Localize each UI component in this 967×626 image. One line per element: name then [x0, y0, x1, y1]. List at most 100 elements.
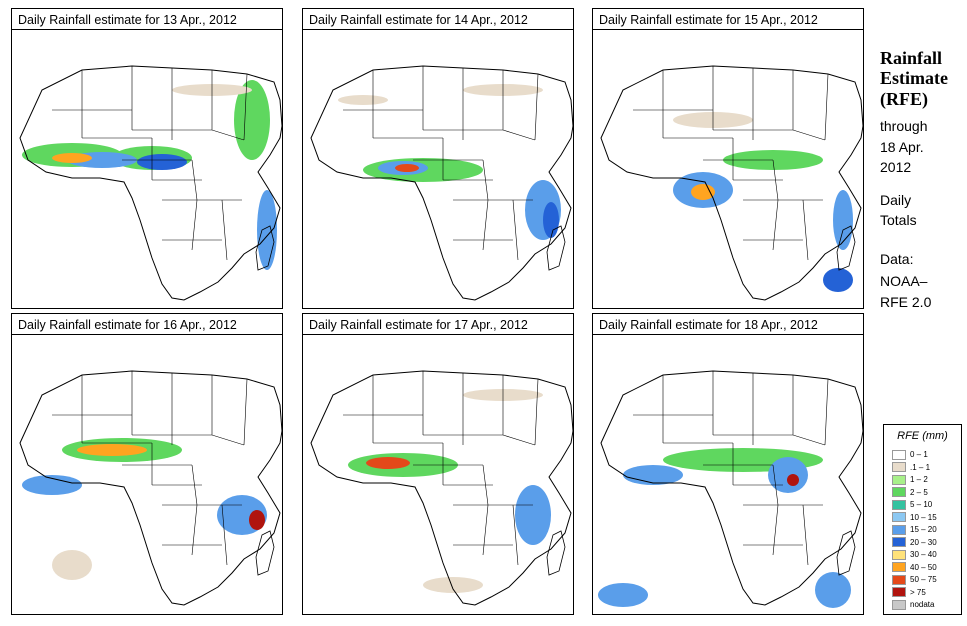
rainfall-area [257, 190, 277, 270]
panel-title: Daily Rainfall estimate for 14 Apr., 201… [302, 8, 574, 30]
country-borders [633, 66, 829, 261]
rainfall-area [249, 510, 265, 530]
legend-swatch [892, 487, 906, 497]
legend-swatch [892, 549, 906, 560]
panel-title: Daily Rainfall estimate for 16 Apr., 201… [11, 313, 283, 335]
rainfall-area [543, 202, 559, 238]
legend-row: 2 – 5 [892, 487, 928, 498]
rainfall-map [592, 29, 864, 309]
africa-map-graphic [600, 65, 863, 301]
legend-label: 30 – 40 [910, 550, 937, 559]
africa-coastline [19, 65, 282, 301]
legend-row: .1 – 1 [892, 462, 930, 473]
africa-coastline [600, 370, 863, 606]
africa-map-graphic [310, 370, 573, 606]
africa-coastline [600, 65, 863, 301]
rainfall-map [592, 334, 864, 615]
africa-map-graphic [310, 65, 573, 301]
africa-map-graphic [598, 370, 863, 608]
legend-row: 0 – 1 [892, 449, 928, 460]
legend-swatch [892, 499, 906, 510]
panel-title: Daily Rainfall estimate for 18 Apr., 201… [592, 313, 864, 335]
legend-swatch [892, 537, 906, 547]
rainfall-area [22, 475, 82, 495]
legend-label: 40 – 50 [910, 562, 937, 572]
legend-row: nodata [892, 599, 934, 610]
rainfall-map [11, 334, 283, 615]
legend-label: 2 – 5 [910, 487, 928, 497]
legend-label: nodata [910, 600, 935, 609]
legend-swatch [892, 474, 906, 485]
legend-title: RFE (mm) [897, 430, 948, 442]
legend-swatch [892, 562, 906, 572]
country-borders [343, 371, 539, 566]
legend-swatch [892, 449, 906, 460]
rainfall-area [815, 572, 851, 608]
rainfall-map [11, 29, 283, 309]
legend-swatch [892, 599, 906, 610]
rainfall-area [823, 268, 853, 292]
legend-label: 15 – 20 [910, 525, 937, 534]
country-borders [52, 371, 248, 566]
rainfall-area [366, 457, 410, 469]
rainfall-area [52, 153, 92, 163]
legend-label: 5 – 10 [910, 500, 933, 509]
legend-row: 5 – 10 [892, 499, 932, 510]
side-title-line2: Estimate [880, 68, 948, 88]
madagascar-outline [546, 530, 566, 576]
legend-label: > 75 [910, 587, 926, 597]
legend-swatch [892, 587, 906, 597]
legend-row: 40 – 50 [892, 562, 937, 573]
rfe-legend: RFE (mm) 0 – 1 .1 – 1 1 – 2 2 – 5 5 – 10 10 –… [883, 424, 962, 615]
legend-swatch [892, 462, 906, 472]
totals-label: Totals [880, 212, 917, 228]
daily-label: Daily [880, 192, 912, 208]
legend-swatch [892, 512, 906, 522]
rainfall-area [52, 550, 92, 580]
rainfall-area [691, 184, 715, 200]
rainfall-area [768, 457, 808, 493]
rainfall-area [395, 164, 419, 172]
legend-label: 20 – 30 [910, 537, 937, 547]
panel-title: Daily Rainfall estimate for 15 Apr., 201… [592, 8, 864, 30]
rainfall-area [515, 485, 551, 545]
country-borders [633, 371, 829, 566]
end-date-line2: 2012 [880, 159, 912, 175]
through-label: through [880, 118, 928, 134]
end-date-line1: 18 Apr. [880, 139, 924, 155]
legend-label: 10 – 15 [910, 512, 937, 522]
panel-title: Daily Rainfall estimate for 13 Apr., 201… [11, 8, 283, 30]
africa-coastline [310, 65, 573, 301]
legend-row: > 75 [892, 587, 926, 598]
madagascar-outline [836, 530, 856, 576]
country-borders [343, 66, 539, 261]
legend-label: 0 – 1 [910, 450, 928, 459]
rainfall-map [302, 334, 574, 615]
rainfall-area [338, 95, 388, 105]
legend-row: 50 – 75 [892, 574, 937, 585]
madagascar-outline [255, 225, 275, 271]
legend-row: 30 – 40 [892, 549, 937, 560]
legend-row: 10 – 15 [892, 512, 937, 523]
legend-label: 1 – 2 [910, 475, 928, 484]
legend-row: 20 – 30 [892, 537, 937, 548]
madagascar-outline [255, 530, 275, 576]
africa-map-graphic [19, 65, 282, 301]
legend-label: .1 – 1 [910, 462, 931, 472]
rainfall-area [787, 474, 799, 486]
rainfall-map [302, 29, 574, 309]
rainfall-area [623, 465, 683, 485]
legend-row: 15 – 20 [892, 524, 937, 535]
africa-coastline [310, 370, 573, 606]
rainfall-area [423, 577, 483, 593]
rainfall-area [137, 154, 187, 170]
rainfall-area [77, 444, 147, 456]
africa-map-graphic [19, 370, 282, 606]
rainfall-area [598, 583, 648, 607]
side-title-line1: Rainfall [880, 48, 943, 68]
rainfall-area [833, 190, 853, 250]
africa-coastline [19, 370, 282, 606]
madagascar-outline [546, 225, 566, 271]
legend-swatch [892, 524, 906, 535]
country-borders [52, 66, 248, 261]
